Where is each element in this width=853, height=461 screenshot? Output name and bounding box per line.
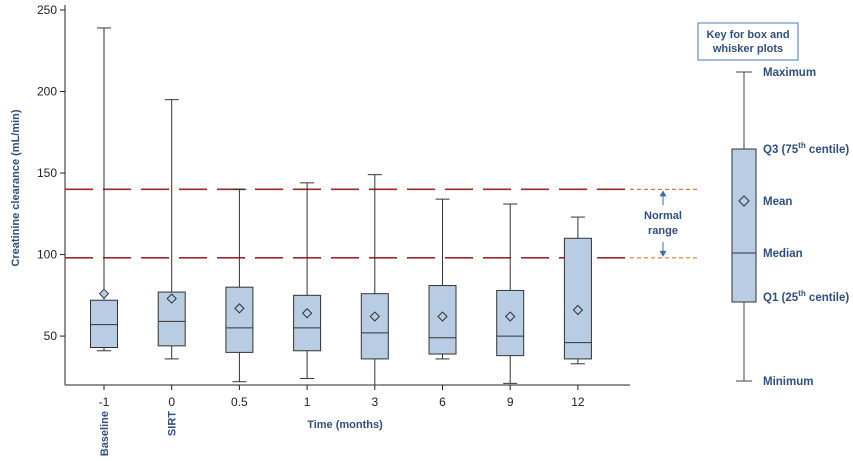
x-tick-label: 9	[507, 395, 514, 409]
x-sub-label: SIRT	[167, 411, 179, 436]
key-title-line2: whisker plots	[712, 43, 783, 55]
mean-marker	[301, 308, 313, 319]
normal-range-arrow-up-head	[659, 190, 667, 197]
key-q3-suffix: centile)	[806, 144, 850, 156]
y-tick-label: 200	[37, 85, 57, 99]
key-q3-prefix: Q3 (75	[763, 144, 799, 156]
x-tick-label: -1	[99, 395, 110, 409]
mean-marker	[369, 311, 381, 322]
key-title-box	[697, 22, 799, 61]
key-q1-suffix: centile)	[806, 292, 850, 304]
key-box	[731, 148, 757, 303]
mean-marker	[234, 303, 245, 314]
key-q3-sup: th	[798, 141, 806, 150]
key-maximum-label: Maximum	[763, 67, 816, 79]
key-mean-label: Mean	[763, 196, 792, 208]
key-mean-marker	[738, 195, 750, 207]
normal-range-arrow-down-head	[659, 250, 667, 257]
y-tick-label: 100	[37, 248, 57, 262]
box-iqr	[293, 294, 322, 352]
plot-area: 50 100 150 200 250 -1 Baseline 0 SIRT 0.5 1 3 6 9 12	[37, 3, 697, 456]
y-axis-title: Creatinine clearance (mL/min)	[10, 109, 22, 266]
key-title-line1: Key for box and	[706, 29, 789, 41]
mean-marker	[437, 311, 448, 322]
box-iqr	[225, 286, 254, 353]
box-iqr	[496, 289, 525, 357]
normal-range-label: Normal range	[644, 210, 682, 237]
box-iqr	[90, 299, 118, 348]
key-q1-sup: th	[798, 289, 806, 298]
normal-range-label-line2: range	[648, 225, 678, 237]
x-tick-label: 0.5	[231, 395, 248, 409]
key-panel: Key for box and whisker plots Maximum Q3…	[697, 22, 849, 388]
box-iqr	[360, 293, 389, 360]
x-sub-label: Baseline	[99, 411, 111, 456]
x-tick-label: 1	[304, 395, 311, 409]
mean-marker	[504, 311, 516, 322]
key-median-label: Median	[763, 248, 803, 260]
y-tick-label: 50	[44, 329, 58, 343]
key-q3-label: Q3 (75th centile)	[763, 141, 849, 156]
y-tick-label: 150	[37, 166, 57, 180]
x-tick-label: 0	[168, 395, 175, 409]
mean-marker	[166, 293, 177, 304]
y-tick-label: 250	[37, 3, 57, 17]
key-q1-label: Q1 (25th centile)	[763, 289, 849, 304]
key-q1-prefix: Q1 (25	[763, 292, 799, 304]
mean-marker	[98, 288, 110, 299]
box-iqr	[563, 237, 592, 360]
x-tick-label: 6	[439, 395, 446, 409]
x-tick-label: 3	[371, 395, 378, 409]
normal-range-label-line1: Normal	[644, 210, 682, 222]
key-minimum-label: Minimum	[763, 376, 813, 388]
mean-marker	[572, 304, 584, 316]
x-tick-label: 12	[571, 395, 585, 409]
x-axis-title: Time (months)	[307, 419, 383, 431]
